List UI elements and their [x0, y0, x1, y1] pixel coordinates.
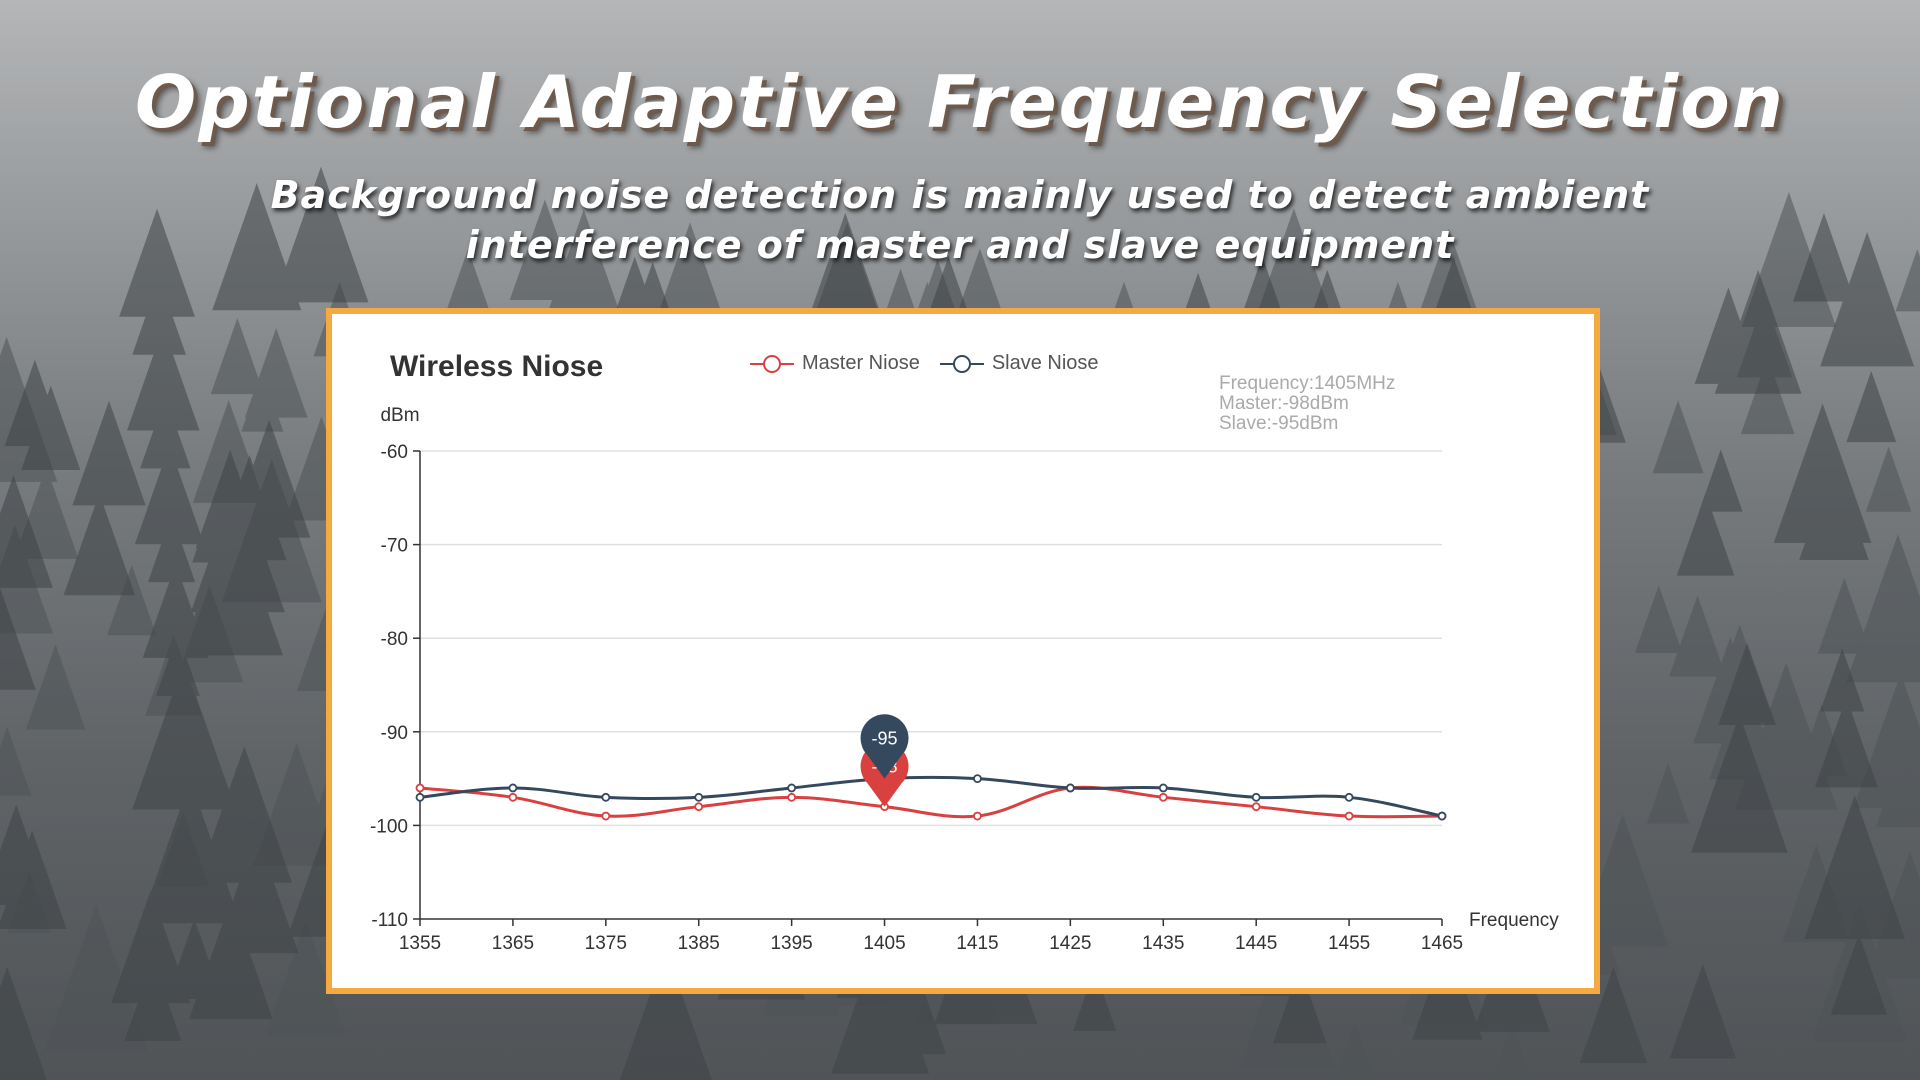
legend-item-master[interactable]: Master Niose — [750, 352, 920, 375]
chart-panel: -60 -70 -80 -90 -100 -110 1355 1365 1375 1385 1395… — [326, 308, 1600, 994]
hover-info-box: Frequency:1405MHz Master:-98dBm Slave:-9… — [1219, 374, 1395, 434]
slide-headline: Optional Adaptive Frequency Selection — [135, 60, 1785, 144]
info-master: Master:-98dBm — [1219, 393, 1349, 414]
info-frequency: Frequency:1405MHz — [1219, 373, 1396, 394]
master-data-point — [415, 783, 425, 793]
x-axis-label: Frequency — [1469, 910, 1559, 931]
x-tick-label: 1355 — [399, 933, 441, 954]
x-tick-label: 1405 — [863, 933, 905, 954]
chart-title: Wireless Niose — [390, 350, 604, 383]
slave-noise-line — [419, 775, 1443, 818]
y-tick-label: -60 — [381, 442, 408, 463]
legend-slave-label: Slave Niose — [991, 352, 1099, 374]
slave-data-point — [1344, 792, 1354, 802]
y-axis-unit-label: dBm — [380, 405, 419, 426]
chart-legend[interactable]: Master Niose Slave Niose — [750, 352, 1119, 375]
slide-subline: Background noise detection is mainly use… — [260, 170, 1660, 270]
x-tick-label: 1415 — [956, 933, 998, 954]
x-tick-label: 1455 — [1328, 933, 1370, 954]
master-data-point — [1344, 811, 1354, 821]
x-tick-label: 1395 — [770, 933, 812, 954]
x-tick-label: 1385 — [678, 933, 720, 954]
x-tick-label: 1435 — [1142, 933, 1184, 954]
x-tick-label: 1445 — [1235, 933, 1277, 954]
master-data-point — [973, 811, 982, 821]
master-data-point — [508, 792, 518, 802]
legend-master-swatch-icon — [750, 354, 794, 373]
subline-line-2: interference of master and slave equipme… — [465, 223, 1455, 267]
legend-master-label: Master Niose — [802, 352, 920, 374]
y-tick-label: -110 — [371, 910, 408, 931]
x-tick-label: 1375 — [585, 933, 627, 954]
slave-data-point — [1065, 783, 1075, 793]
x-tick-label: 1365 — [492, 933, 534, 954]
x-tick-label: 1465 — [1421, 933, 1463, 954]
x-tick-label: 1425 — [1049, 933, 1091, 954]
y-tick-label: -90 — [381, 723, 408, 744]
y-tick-label: -80 — [381, 629, 408, 650]
info-slave: Slave:-95dBm — [1219, 413, 1339, 434]
master-noise-line — [419, 785, 1443, 819]
slave-marker-pin-label: -95 — [872, 729, 898, 749]
slave-data-point — [1251, 792, 1261, 802]
slave-data-point — [508, 783, 518, 793]
slave-data-point — [973, 774, 982, 784]
master-data-point — [1251, 802, 1261, 812]
subline-line-1: Background noise detection is mainly use… — [270, 173, 1650, 217]
slave-data-point — [1158, 783, 1168, 793]
legend-slave-swatch-icon — [939, 354, 984, 373]
slave-data-point — [694, 792, 704, 802]
slave-data-point — [415, 792, 425, 802]
legend-item-slave[interactable]: Slave Niose — [939, 352, 1099, 375]
slave-data-point — [1437, 811, 1447, 821]
y-tick-label: -100 — [370, 816, 408, 837]
slave-marker-pin — [860, 714, 909, 779]
master-data-point — [694, 802, 704, 812]
slave-data-point — [787, 783, 797, 793]
master-data-point — [1158, 792, 1168, 802]
slave-data-point — [601, 792, 611, 802]
master-data-point — [787, 792, 797, 802]
y-tick-label: -70 — [381, 536, 408, 557]
master-data-point — [601, 811, 611, 821]
